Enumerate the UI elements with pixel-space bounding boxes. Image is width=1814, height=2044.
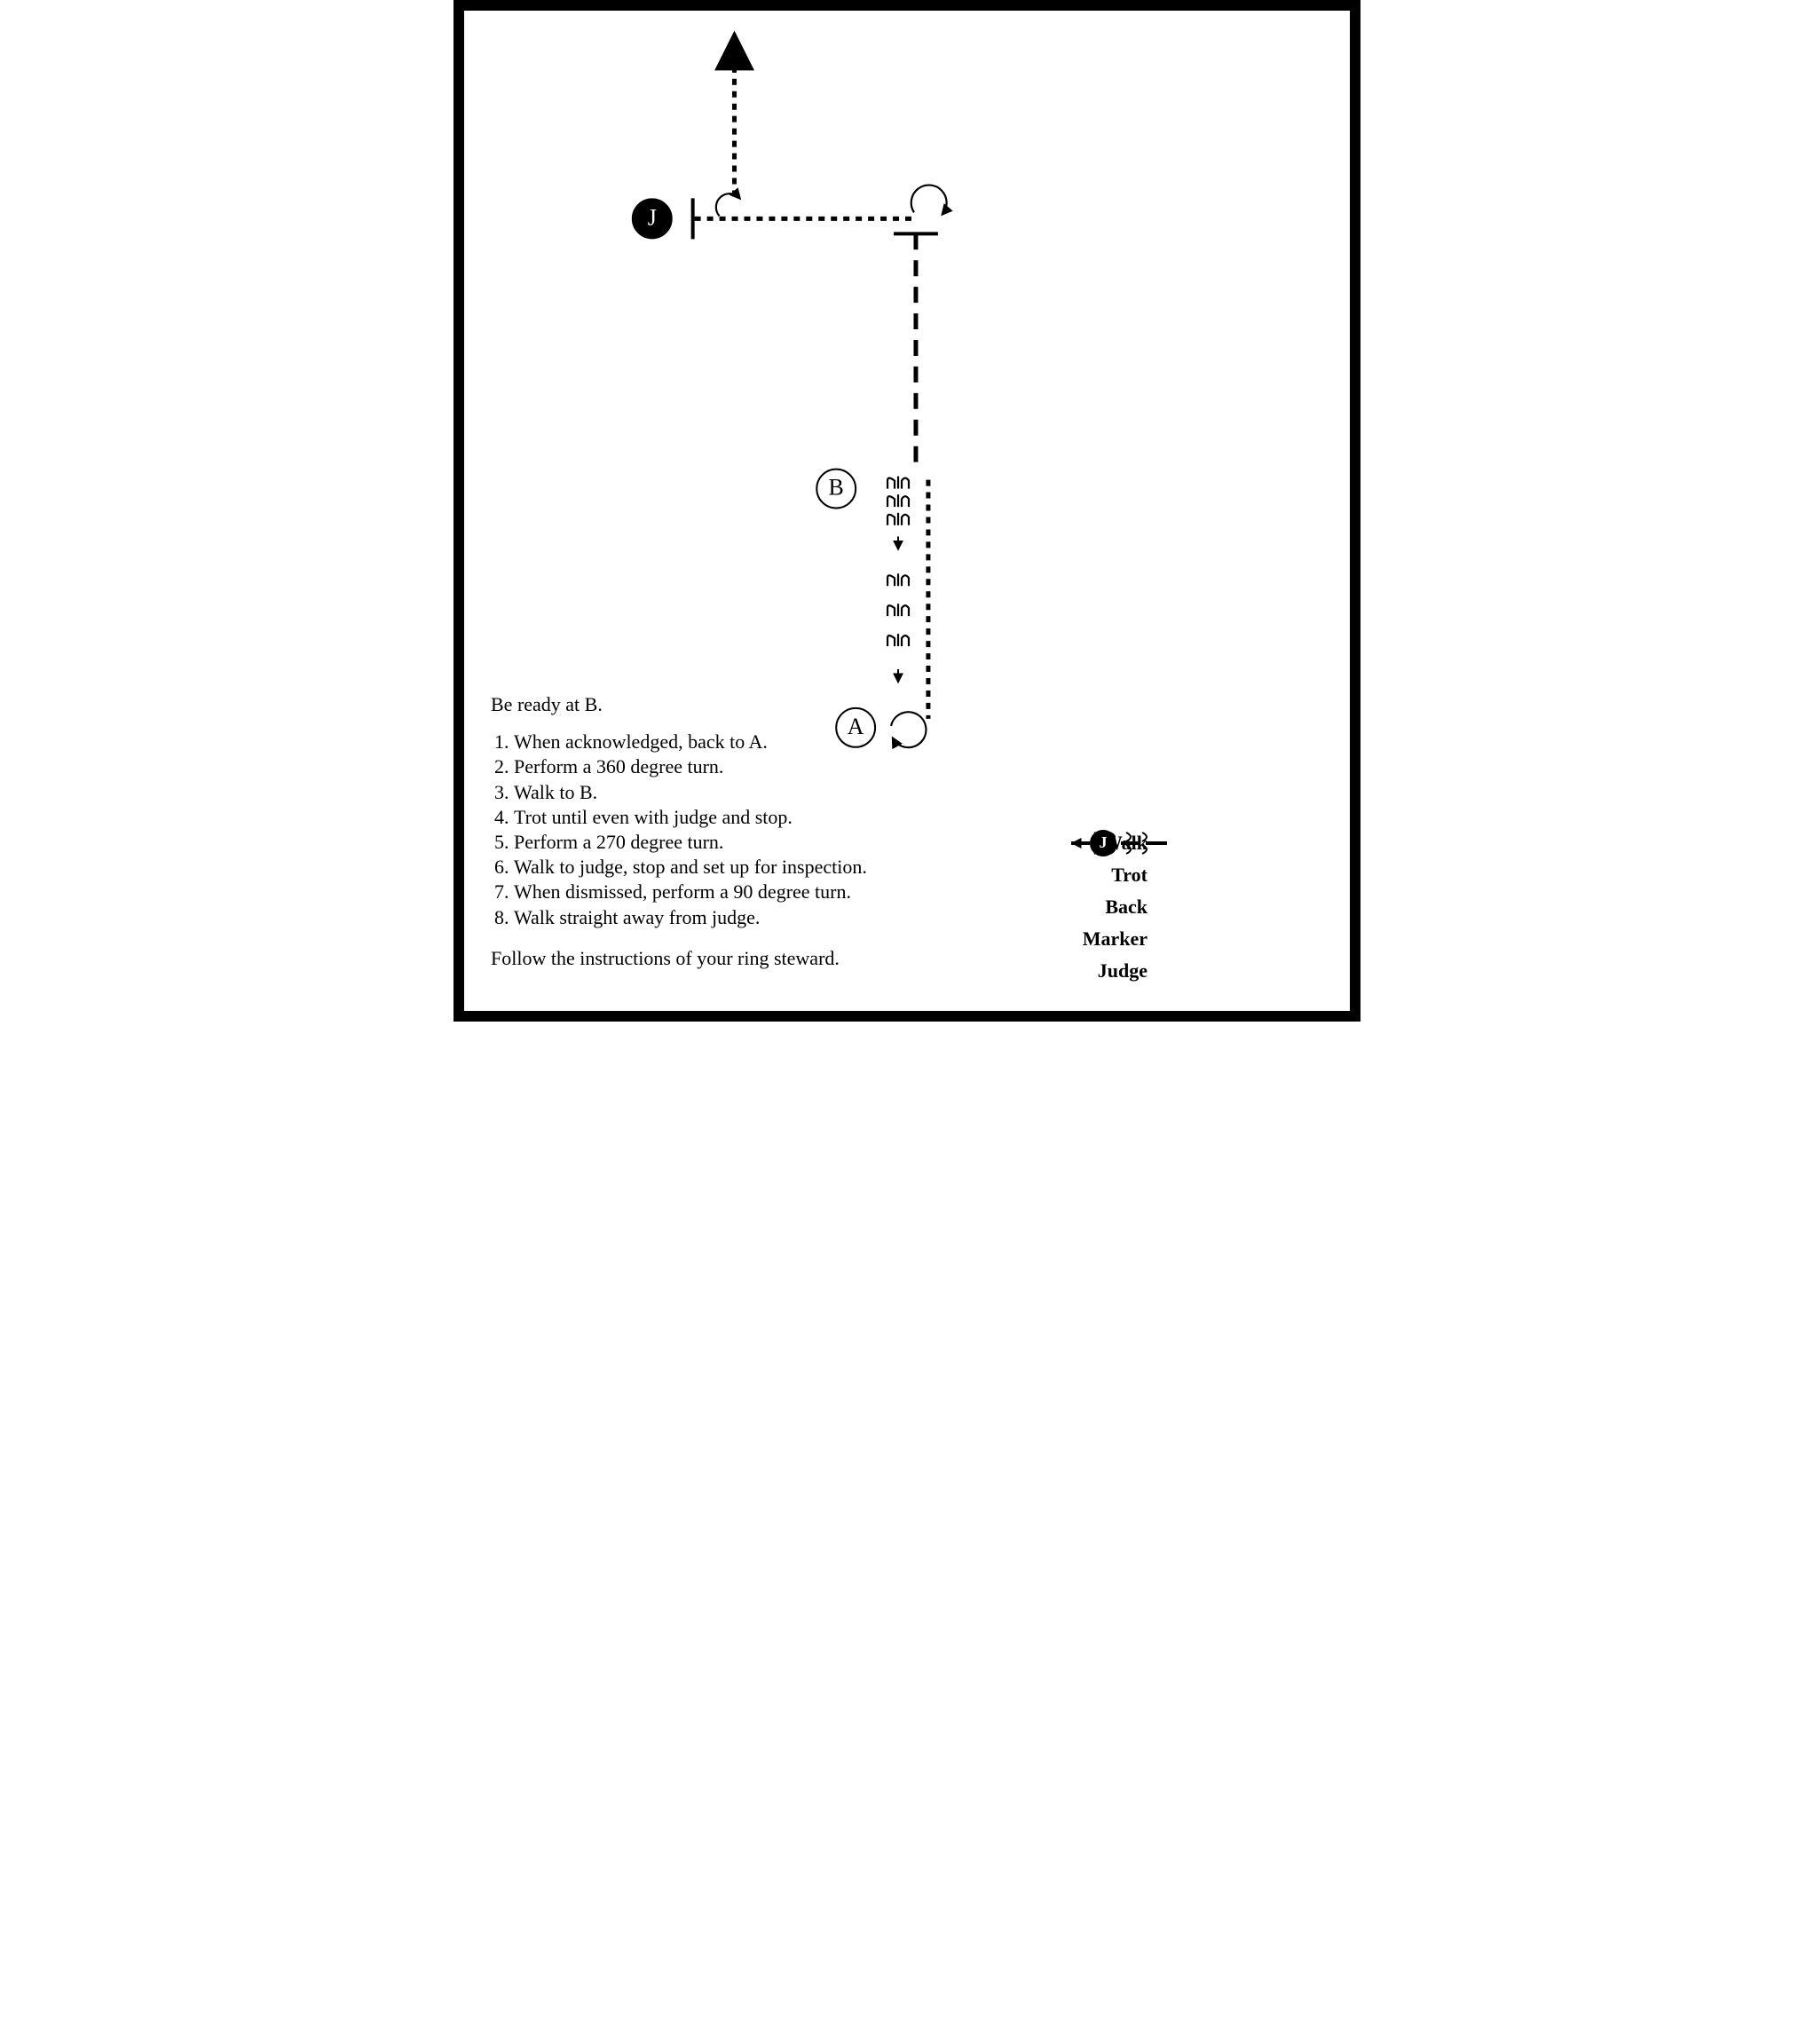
legend: WalkTrotBackMarkerBJudgeJ	[1068, 827, 1163, 987]
svg-text:J: J	[648, 204, 657, 230]
back-upper	[887, 477, 909, 549]
judge-marker: J	[633, 199, 672, 238]
legend-row-marker: MarkerB	[1068, 923, 1163, 955]
outro-text: Follow the instructions of your ring ste…	[491, 948, 1041, 969]
turn-90	[716, 193, 740, 216]
step-item: Walk to judge, stop and set up for inspe…	[514, 856, 1041, 878]
svg-text:J: J	[1100, 833, 1108, 851]
page: JBA Be ready at B. When acknowledged, ba…	[454, 0, 1360, 1022]
legend-sample-judge: J	[1068, 827, 1174, 859]
step-item: Perform a 360 degree turn.	[514, 756, 1041, 777]
steps-list: When acknowledged, back to A. Perform a 3…	[491, 731, 1041, 928]
turn-270	[911, 185, 947, 215]
legend-label: Judge	[1068, 959, 1148, 983]
legend-row-trot: Trot	[1068, 859, 1163, 891]
step-item: When acknowledged, back to A.	[514, 731, 1041, 753]
back-lower	[887, 573, 909, 682]
step-item: Trot until even with judge and stop.	[514, 807, 1041, 828]
step-item: When dismissed, perform a 90 degree turn…	[514, 881, 1041, 903]
legend-label: Trot	[1068, 864, 1148, 887]
svg-text:B: B	[829, 475, 844, 501]
marker-b: B	[816, 470, 856, 509]
legend-label: Marker	[1068, 927, 1148, 951]
intro-text: Be ready at B.	[491, 694, 1041, 715]
instructions-block: Be ready at B. When acknowledged, back t…	[491, 694, 1041, 969]
step-item: Walk straight away from judge.	[514, 907, 1041, 928]
legend-row-back: Back	[1068, 891, 1163, 923]
step-item: Walk to B.	[514, 782, 1041, 803]
legend-row-judge: JudgeJ	[1068, 955, 1163, 987]
step-item: Perform a 270 degree turn.	[514, 832, 1041, 853]
legend-label: Back	[1068, 896, 1148, 919]
